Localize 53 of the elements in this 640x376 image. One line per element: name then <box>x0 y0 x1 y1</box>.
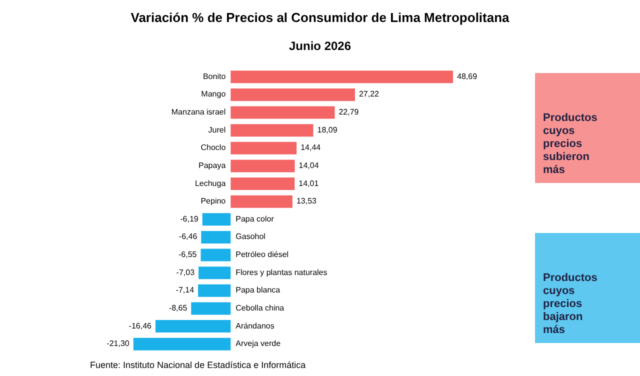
y-tick-label: Papa color <box>236 214 274 224</box>
y-tick-label: Arveja verde <box>236 339 282 348</box>
bar <box>202 213 231 226</box>
data-label: -6,46 <box>178 232 198 242</box>
bar <box>200 248 231 262</box>
y-tick-label: Choclo <box>200 143 226 152</box>
y-tick-label: Arándanos <box>236 321 274 330</box>
bar <box>230 178 295 190</box>
bar <box>133 338 231 350</box>
data-label: -7,14 <box>176 286 195 295</box>
y-tick-label: Lechuga <box>194 178 226 188</box>
bar <box>155 320 231 333</box>
chart-title: Variación % de Precios al Consumidor de Lima Metropolitana <box>130 10 510 25</box>
data-label: -7,03 <box>176 268 196 277</box>
bar <box>230 88 355 101</box>
y-tick-label: Jurel <box>208 125 226 134</box>
y-tick-label: Petróleo diésel <box>236 250 289 260</box>
data-label: 14,44 <box>300 143 322 152</box>
data-label: 27,22 <box>358 90 380 99</box>
bar <box>230 142 297 154</box>
y-tick-label: Bonito <box>202 72 226 81</box>
data-label: 48,69 <box>457 72 478 81</box>
bar <box>230 160 295 172</box>
data-label: -6,19 <box>180 214 199 224</box>
data-label: 14,01 <box>298 178 320 188</box>
bar <box>230 70 454 84</box>
bar <box>191 302 231 315</box>
y-tick-label: Cebolla china <box>236 303 285 312</box>
y-tick-label: Mango <box>201 90 226 99</box>
y-tick-label: Manzana israel <box>171 108 226 117</box>
text: Productos cuyos precios bajaron más <box>543 272 598 336</box>
data-label: -21,30 <box>106 339 130 348</box>
y-tick-label: Gasohol <box>236 232 266 242</box>
bar <box>230 106 335 119</box>
data-label: -6,55 <box>178 250 198 260</box>
data-label: 14,04 <box>298 160 320 170</box>
text: Productos cuyos precios subieron más <box>543 112 598 176</box>
data-label: 18,09 <box>317 125 338 134</box>
bar <box>230 195 292 208</box>
data-label: 22,79 <box>338 108 360 117</box>
y-tick-label: Papaya <box>198 160 226 170</box>
chart-subtitle: Junio 2026 <box>288 39 352 53</box>
data-label: -16,46 <box>128 321 152 330</box>
data-label: -8,65 <box>168 303 188 312</box>
y-tick-label: Pepino <box>200 196 226 206</box>
source-note: Fuente: Instituto Nacional de Estadística e Informática <box>90 360 306 370</box>
bar <box>198 266 231 280</box>
bar <box>198 284 231 297</box>
bar <box>230 124 314 137</box>
bar <box>201 230 231 244</box>
data-label: 13,53 <box>296 196 318 206</box>
y-tick-label: Flores y plantas naturales <box>236 268 328 277</box>
y-tick-label: Papa blanca <box>236 286 281 295</box>
